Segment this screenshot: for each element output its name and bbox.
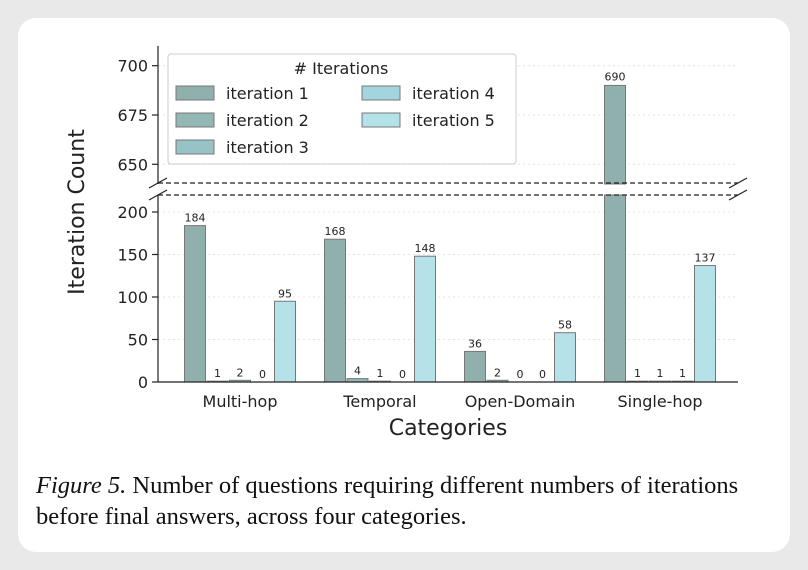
figure-caption: Figure 5. Number of questions requiring …: [36, 470, 772, 532]
legend-box: [167, 53, 517, 165]
y-axis-label: Iteration Count: [65, 129, 90, 295]
data-label: 0: [517, 368, 524, 381]
bar: [184, 225, 206, 383]
y-tick-label: 200: [117, 203, 148, 222]
legend-entry-label: iteration 1: [226, 84, 309, 103]
y-tick-label: 650: [117, 155, 148, 174]
bar: [414, 255, 436, 383]
axis-break-mark: [148, 189, 168, 201]
data-label: 4: [354, 365, 361, 378]
data-label: 168: [325, 225, 346, 238]
data-label: 2: [237, 366, 244, 379]
data-label: 58: [558, 319, 572, 332]
data-label: 95: [278, 287, 292, 300]
bar-chart: Iteration Count Categories 184 1 2 0 95 Multi…: [65, 46, 748, 441]
y-tick-label: 150: [117, 246, 148, 265]
bar: [464, 350, 486, 383]
legend-swatch: [175, 112, 215, 128]
legend-swatch: [361, 85, 401, 101]
axis-break-mark: [728, 189, 748, 201]
legend-title: # Iterations: [294, 59, 389, 78]
bar: [604, 84, 626, 185]
legend-swatch: [361, 112, 401, 128]
y-tick-label: 675: [117, 106, 148, 125]
bar: [694, 265, 716, 383]
data-label: 0: [259, 368, 266, 381]
y-tick-label: 100: [117, 288, 148, 307]
data-label: 148: [415, 242, 436, 255]
data-label: 690: [605, 70, 626, 83]
axis-break-mark: [728, 177, 748, 189]
x-tick-label: Temporal: [342, 392, 416, 411]
caption-figure-label: Figure 5.: [36, 472, 127, 499]
legend-swatch: [175, 85, 215, 101]
bar: [324, 238, 346, 383]
bar: [274, 300, 296, 383]
y-tick-label: 50: [128, 331, 148, 350]
bar: [604, 194, 626, 383]
data-label: 0: [539, 368, 546, 381]
legend-entry-label: iteration 3: [226, 138, 309, 157]
y-tick-label: 0: [138, 373, 148, 392]
x-tick-label: Multi-hop: [203, 392, 278, 411]
legend-entry-label: iteration 4: [412, 84, 495, 103]
data-label: 1: [657, 367, 664, 380]
data-label: 1: [377, 367, 384, 380]
legend-entry-label: iteration 5: [412, 111, 495, 130]
data-label: 137: [695, 252, 716, 265]
data-label: 1: [679, 367, 686, 380]
x-axis-label: Categories: [389, 416, 508, 441]
data-label: 184: [185, 212, 206, 225]
y-tick-label: 700: [117, 57, 148, 76]
data-label: 0: [399, 368, 406, 381]
data-label: 2: [494, 366, 501, 379]
data-label: 1: [214, 367, 221, 380]
x-tick-label: Single-hop: [617, 392, 702, 411]
legend-swatch: [175, 139, 215, 155]
data-label: 1: [634, 367, 641, 380]
caption-text: Number of questions requiring different …: [36, 472, 739, 530]
x-tick-label: Open-Domain: [465, 392, 576, 411]
data-label: 36: [468, 337, 482, 350]
axis-break-mark: [148, 177, 168, 189]
bar: [554, 332, 576, 383]
legend-entry-label: iteration 2: [226, 111, 309, 130]
legend: # Iterations iteration 1 iteration 2 iterat…: [167, 53, 517, 165]
